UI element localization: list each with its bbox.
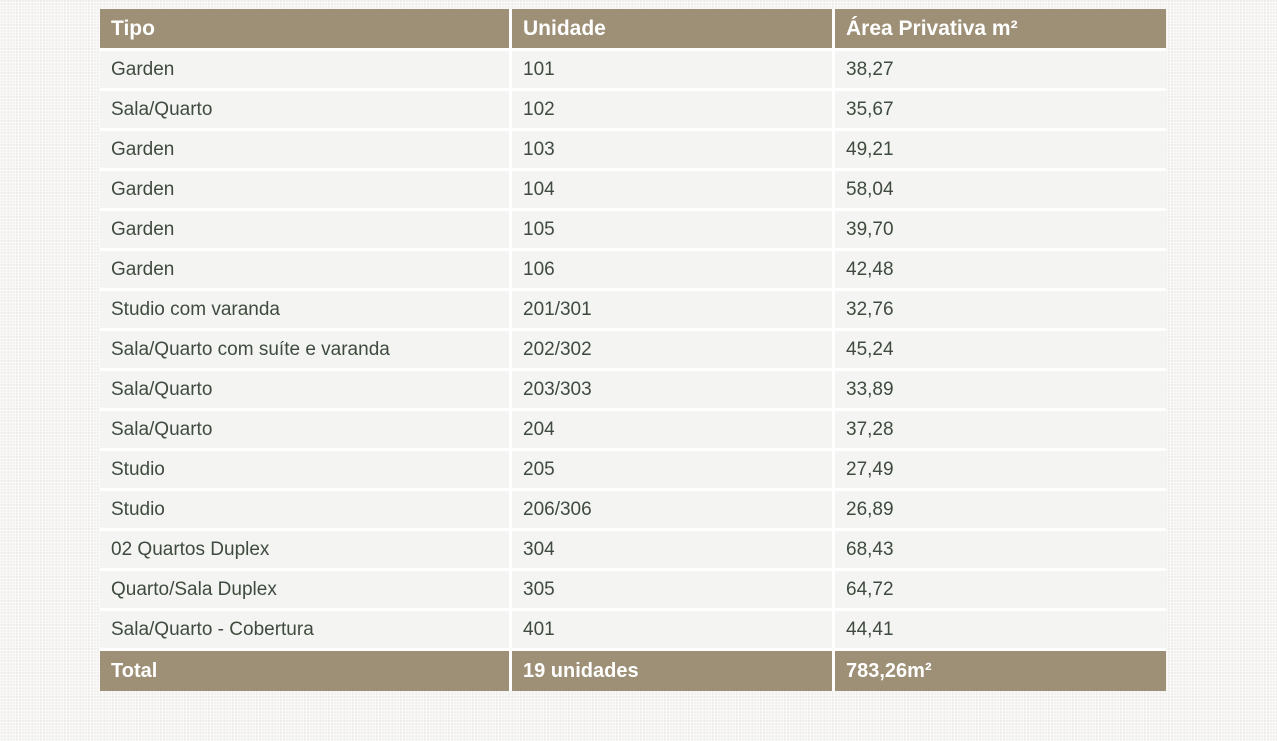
header-area: Área Privativa m² — [835, 9, 1166, 51]
cell-area: 44,41 — [835, 611, 1166, 651]
cell-area: 42,48 — [835, 251, 1166, 291]
cell-area: 58,04 — [835, 171, 1166, 211]
table-row: Garden 104 58,04 — [100, 171, 1166, 211]
table-row: Garden 105 39,70 — [100, 211, 1166, 251]
cell-unidade: 206/306 — [512, 491, 835, 531]
total-row: Total 19 unidades 783,26m² — [100, 651, 1166, 691]
cell-area: 39,70 — [835, 211, 1166, 251]
cell-unidade: 205 — [512, 451, 835, 491]
table-footer: Total 19 unidades 783,26m² — [100, 651, 1166, 691]
cell-area: 38,27 — [835, 51, 1166, 91]
cell-unidade: 401 — [512, 611, 835, 651]
table-row: Sala/Quarto 102 35,67 — [100, 91, 1166, 131]
header-row: Tipo Unidade Área Privativa m² — [100, 9, 1166, 51]
cell-tipo: Quarto/Sala Duplex — [100, 571, 512, 611]
cell-tipo: Sala/Quarto com suíte e varanda — [100, 331, 512, 371]
table-row: Sala/Quarto 204 37,28 — [100, 411, 1166, 451]
cell-tipo: Studio — [100, 491, 512, 531]
cell-area: 68,43 — [835, 531, 1166, 571]
header-unidade: Unidade — [512, 9, 835, 51]
cell-tipo: 02 Quartos Duplex — [100, 531, 512, 571]
cell-unidade: 102 — [512, 91, 835, 131]
cell-unidade: 201/301 — [512, 291, 835, 331]
cell-unidade: 101 — [512, 51, 835, 91]
cell-tipo: Studio com varanda — [100, 291, 512, 331]
cell-unidade: 105 — [512, 211, 835, 251]
cell-tipo: Garden — [100, 211, 512, 251]
table-row: Garden 101 38,27 — [100, 51, 1166, 91]
table-row: Garden 103 49,21 — [100, 131, 1166, 171]
cell-tipo: Garden — [100, 171, 512, 211]
table-row: Sala/Quarto 203/303 33,89 — [100, 371, 1166, 411]
cell-area: 37,28 — [835, 411, 1166, 451]
table-row: Studio com varanda 201/301 32,76 — [100, 291, 1166, 331]
table-body: Garden 101 38,27 Sala/Quarto 102 35,67 G… — [100, 51, 1166, 651]
cell-tipo: Sala/Quarto — [100, 371, 512, 411]
cell-unidade: 203/303 — [512, 371, 835, 411]
cell-unidade: 103 — [512, 131, 835, 171]
table-row: Studio 206/306 26,89 — [100, 491, 1166, 531]
table-header: Tipo Unidade Área Privativa m² — [100, 9, 1166, 51]
header-tipo: Tipo — [100, 9, 512, 51]
cell-tipo: Studio — [100, 451, 512, 491]
cell-tipo: Garden — [100, 251, 512, 291]
table-row: Quarto/Sala Duplex 305 64,72 — [100, 571, 1166, 611]
cell-unidade: 104 — [512, 171, 835, 211]
table-row: Studio 205 27,49 — [100, 451, 1166, 491]
cell-area: 35,67 — [835, 91, 1166, 131]
table-row: 02 Quartos Duplex 304 68,43 — [100, 531, 1166, 571]
table-row: Sala/Quarto com suíte e varanda 202/302 … — [100, 331, 1166, 371]
cell-area: 26,89 — [835, 491, 1166, 531]
cell-area: 32,76 — [835, 291, 1166, 331]
cell-tipo: Sala/Quarto - Cobertura — [100, 611, 512, 651]
cell-area: 49,21 — [835, 131, 1166, 171]
table-row: Garden 106 42,48 — [100, 251, 1166, 291]
total-area: 783,26m² — [835, 651, 1166, 691]
cell-unidade: 304 — [512, 531, 835, 571]
cell-area: 33,89 — [835, 371, 1166, 411]
cell-unidade: 305 — [512, 571, 835, 611]
cell-tipo: Sala/Quarto — [100, 411, 512, 451]
cell-unidade: 106 — [512, 251, 835, 291]
units-table: Tipo Unidade Área Privativa m² Garden 10… — [100, 9, 1166, 691]
cell-area: 45,24 — [835, 331, 1166, 371]
cell-unidade: 204 — [512, 411, 835, 451]
cell-unidade: 202/302 — [512, 331, 835, 371]
cell-tipo: Garden — [100, 51, 512, 91]
cell-tipo: Garden — [100, 131, 512, 171]
total-label: Total — [100, 651, 512, 691]
table-row: Sala/Quarto - Cobertura 401 44,41 — [100, 611, 1166, 651]
cell-tipo: Sala/Quarto — [100, 91, 512, 131]
cell-area: 64,72 — [835, 571, 1166, 611]
cell-area: 27,49 — [835, 451, 1166, 491]
total-units: 19 unidades — [512, 651, 835, 691]
